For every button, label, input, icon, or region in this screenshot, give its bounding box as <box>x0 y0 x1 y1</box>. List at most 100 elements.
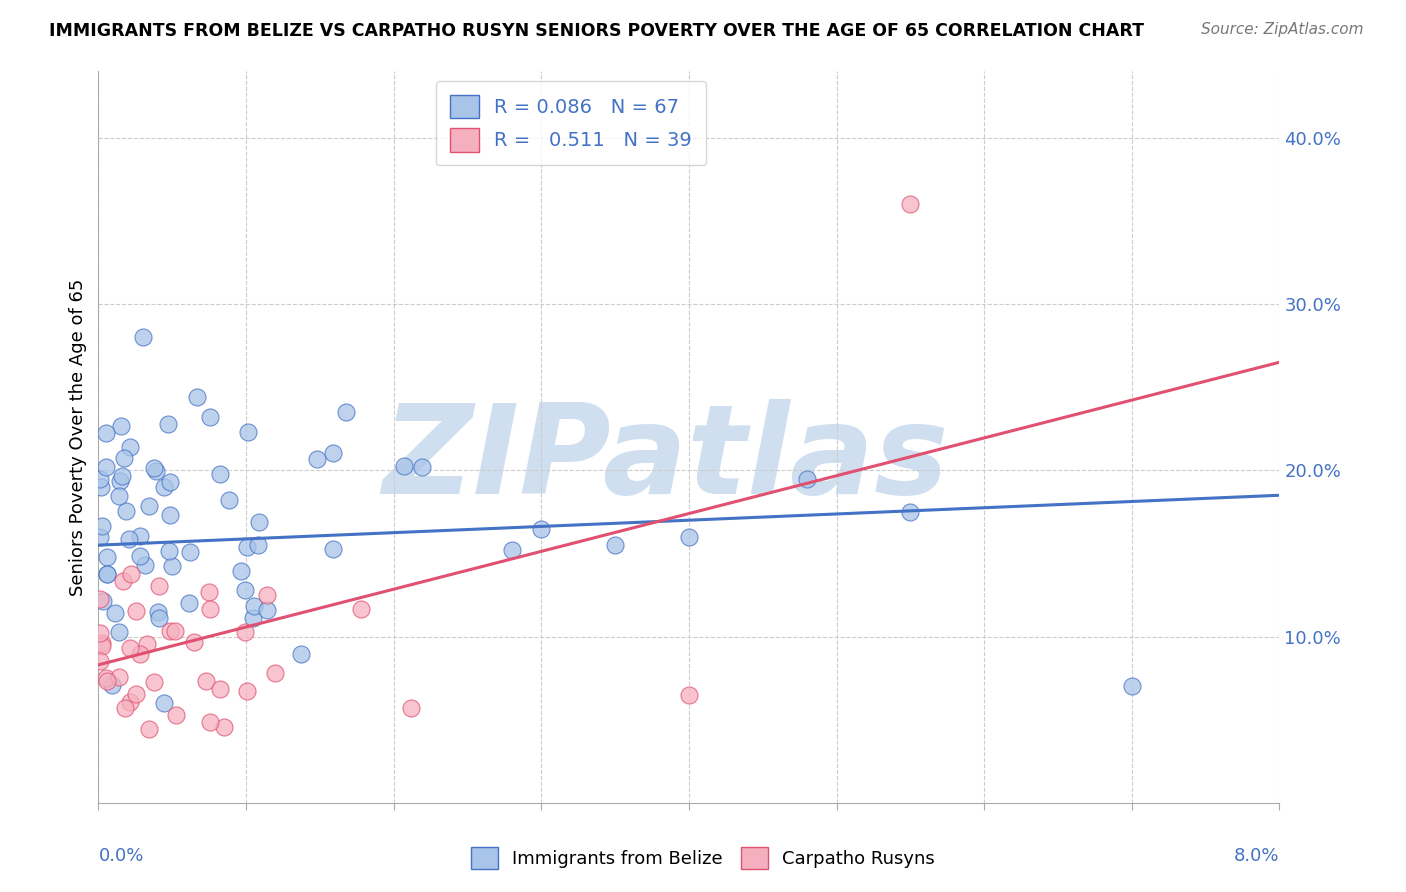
Point <box>1121 680 1143 694</box>
Point <box>132 330 155 344</box>
Point <box>118 532 141 546</box>
Point <box>236 541 259 555</box>
Point <box>120 695 142 709</box>
Point <box>91 639 114 653</box>
Point <box>198 714 221 729</box>
Point <box>246 538 269 552</box>
Point <box>198 601 221 615</box>
Point <box>90 480 112 494</box>
Point <box>108 474 131 488</box>
Point <box>796 472 818 486</box>
Point <box>162 558 184 573</box>
Point <box>128 647 150 661</box>
Point <box>159 508 181 522</box>
Point <box>678 688 700 702</box>
Point <box>900 197 922 211</box>
Point <box>136 637 159 651</box>
Point <box>322 446 344 460</box>
Point <box>91 594 114 608</box>
Point <box>107 489 129 503</box>
Point <box>179 544 201 558</box>
Point <box>89 472 111 486</box>
Point <box>159 475 181 490</box>
Legend: R = 0.086   N = 67, R =   0.511   N = 39: R = 0.086 N = 67, R = 0.511 N = 39 <box>436 81 706 166</box>
Point <box>138 500 160 514</box>
Point <box>91 519 114 533</box>
Point <box>218 493 240 508</box>
Point <box>101 678 124 692</box>
Text: Source: ZipAtlas.com: Source: ZipAtlas.com <box>1201 22 1364 37</box>
Point <box>236 684 259 698</box>
Point <box>322 542 344 557</box>
Point <box>89 530 111 544</box>
Point <box>186 390 208 404</box>
Point <box>157 543 180 558</box>
Point <box>96 549 118 564</box>
Point <box>114 504 136 518</box>
Text: 8.0%: 8.0% <box>1234 847 1279 864</box>
Point <box>195 674 218 689</box>
Point <box>256 588 278 602</box>
Point <box>118 440 141 454</box>
Point <box>238 425 260 439</box>
Point <box>111 468 134 483</box>
Point <box>143 674 166 689</box>
Point <box>156 417 179 431</box>
Text: ZIPatlas: ZIPatlas <box>382 399 949 519</box>
Point <box>146 606 169 620</box>
Point <box>209 467 232 481</box>
Point <box>94 460 117 475</box>
Point <box>401 701 423 715</box>
Point <box>114 700 136 714</box>
Point <box>159 624 181 639</box>
Point <box>96 673 118 688</box>
Point <box>605 538 627 552</box>
Point <box>233 625 256 640</box>
Point <box>335 405 357 419</box>
Point <box>96 567 118 582</box>
Point <box>120 641 142 656</box>
Point <box>129 529 152 543</box>
Point <box>125 604 148 618</box>
Point <box>530 521 553 535</box>
Point <box>233 582 256 597</box>
Point <box>307 451 329 466</box>
Point <box>90 636 112 650</box>
Point <box>125 687 148 701</box>
Point <box>89 654 111 668</box>
Point <box>242 610 264 624</box>
Point <box>209 682 232 697</box>
Point <box>120 566 142 581</box>
Point <box>108 625 131 640</box>
Point <box>148 611 170 625</box>
Point <box>108 670 131 684</box>
Point <box>112 574 135 589</box>
Point <box>900 505 922 519</box>
Point <box>110 419 132 434</box>
Point <box>153 696 176 710</box>
Point <box>214 720 236 734</box>
Point <box>129 549 152 563</box>
Text: IMMIGRANTS FROM BELIZE VS CARPATHO RUSYN SENIORS POVERTY OVER THE AGE OF 65 CORR: IMMIGRANTS FROM BELIZE VS CARPATHO RUSYN… <box>49 22 1144 40</box>
Point <box>145 464 167 478</box>
Point <box>94 672 117 686</box>
Point <box>143 460 166 475</box>
Point <box>350 601 373 615</box>
Point <box>231 564 253 578</box>
Point <box>411 460 433 475</box>
Legend: Immigrants from Belize, Carpatho Rusyns: Immigrants from Belize, Carpatho Rusyns <box>461 838 945 879</box>
Point <box>263 666 285 681</box>
Point <box>183 635 205 649</box>
Point <box>112 451 135 466</box>
Point <box>177 596 200 610</box>
Point <box>247 515 270 529</box>
Point <box>104 607 127 621</box>
Point <box>392 458 415 473</box>
Point <box>153 479 176 493</box>
Point <box>89 592 111 607</box>
Point <box>94 425 117 440</box>
Point <box>148 579 170 593</box>
Point <box>165 708 187 723</box>
Point <box>501 542 523 557</box>
Point <box>256 603 278 617</box>
